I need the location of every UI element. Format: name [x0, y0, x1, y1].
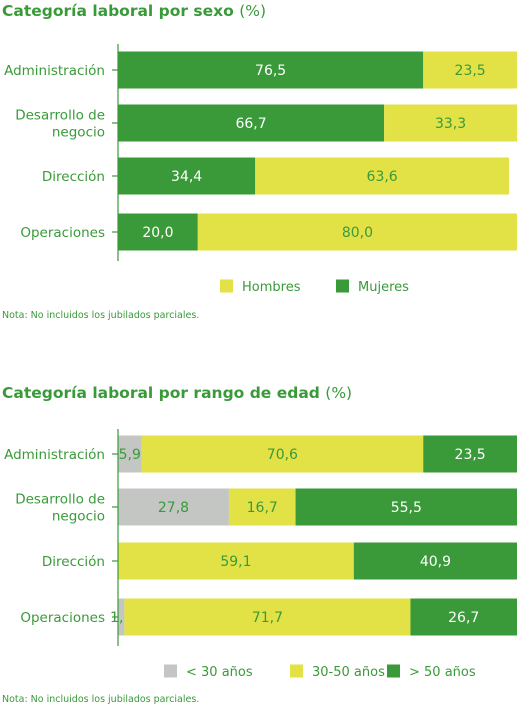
bar-segment [255, 157, 510, 195]
legend-label: < 30 años [186, 665, 253, 680]
category-label: Dirección [42, 554, 105, 570]
chart-title-unit: (%) [325, 384, 353, 402]
legend-swatch [164, 664, 177, 678]
category-label: Dirección [42, 169, 105, 185]
data-label: 55,5 [391, 500, 422, 516]
bar-segment [118, 104, 385, 142]
category-label: Administración [4, 447, 105, 463]
bar-segment [423, 435, 517, 473]
data-label: 33,3 [435, 116, 466, 132]
category-label: Operaciones [20, 225, 105, 241]
data-label: 59,1 [220, 554, 251, 570]
data-label: 23,5 [455, 447, 486, 463]
bar-segment [118, 598, 125, 636]
data-label: 20,0 [142, 225, 173, 241]
legend-label: > 50 años [409, 665, 476, 680]
category-label: Desarrollo de [15, 108, 105, 124]
bar-segment [118, 157, 256, 195]
bar-segment [118, 542, 354, 580]
data-label: 26,7 [448, 610, 479, 626]
chart-title-text: Categoría laboral por sexo [2, 2, 234, 20]
bar-segment [141, 435, 424, 473]
data-label: 5,9 [119, 447, 141, 463]
category-label: negocio [52, 125, 105, 141]
legend-swatch [220, 279, 233, 293]
legend-label: Hombres [242, 280, 301, 295]
legend-label: Mujeres [358, 280, 409, 295]
data-label: 34,4 [171, 169, 202, 185]
legend-swatch [336, 279, 349, 293]
chart-note: Nota: No incluidos los jubilados parcial… [2, 694, 200, 705]
chart-title-unit: (%) [239, 2, 267, 20]
bar-segment [228, 488, 296, 526]
data-label: 76,5 [255, 63, 286, 79]
bar-segment [353, 542, 517, 580]
data-label: 70,6 [267, 447, 298, 463]
bar-segment [423, 51, 517, 89]
data-label: 80,0 [342, 225, 373, 241]
data-label: 63,6 [367, 169, 398, 185]
data-label: 66,7 [235, 116, 266, 132]
bar-segment [124, 598, 411, 636]
category-label: Operaciones [20, 610, 105, 626]
legend-swatch [290, 664, 303, 678]
legend-label: 30-50 años [312, 665, 385, 680]
bar-segment [118, 51, 424, 89]
category-label: negocio [52, 509, 105, 525]
chart-sexo: 76,5 23,5 66,7 33,3 34,4 63,6 20,0 80,0 Administ… [4, 44, 518, 295]
bar-segment [295, 488, 517, 526]
category-label: Desarrollo de [15, 492, 105, 508]
data-label: 27,8 [158, 500, 189, 516]
chart-title-edad: Categoría laboral por rango de edad (%) [2, 384, 352, 402]
data-label: 16,7 [247, 500, 278, 516]
chart-edad: 5,9 70,6 23,527,8 16,7 55,559,1 40,91,6 71,7 26… [4, 429, 517, 680]
bar-segment [410, 598, 517, 636]
bar-segment [118, 435, 142, 473]
legend-swatch [387, 664, 400, 678]
bar-segment [384, 104, 517, 142]
chart-title-text: Categoría laboral por rango de edad [2, 384, 320, 402]
chart-title-sexo: Categoría laboral por sexo (%) [2, 2, 266, 20]
data-label: 40,9 [420, 554, 451, 570]
data-label: 23,5 [455, 63, 486, 79]
chart-note: Nota: No incluidos los jubilados parcial… [2, 310, 200, 321]
data-label: 71,7 [252, 610, 283, 626]
bar-segment [197, 213, 518, 251]
bar-segment [118, 488, 229, 526]
bar-segment [118, 213, 198, 251]
category-label: Administración [4, 63, 105, 79]
